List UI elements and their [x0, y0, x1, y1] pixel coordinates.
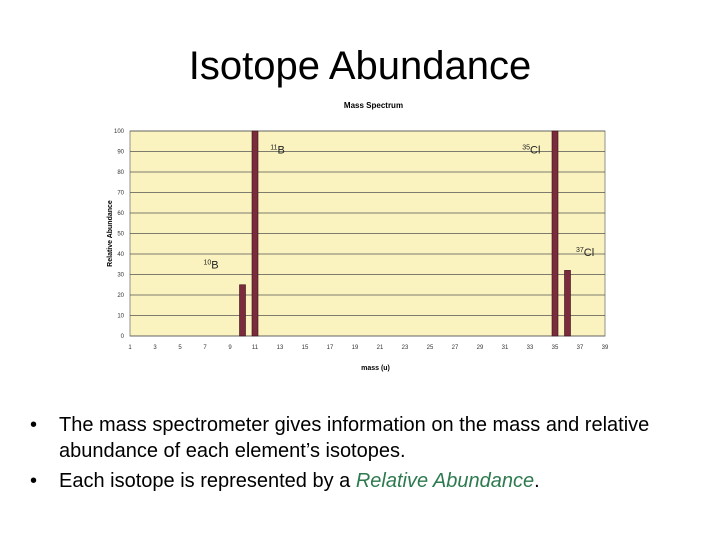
x-tick-label: 17: [327, 345, 334, 351]
x-axis-label: mass (u): [361, 365, 390, 372]
x-tick-label: 19: [352, 345, 359, 351]
x-tick-label: 33: [527, 345, 534, 351]
isotope-symbol: B: [211, 259, 218, 271]
isotope-mass-number: 10: [203, 259, 211, 266]
x-tick-label: 35: [552, 345, 559, 351]
isotope-symbol: Cl: [530, 145, 540, 157]
y-tick-label: 20: [117, 293, 124, 299]
x-tick-label: 21: [377, 345, 384, 351]
bullet-emphasis: Relative Abundance: [355, 470, 535, 492]
bullet-item: • The mass spectrometer gives informatio…: [30, 412, 700, 464]
slide-title: Isotope Abundance: [188, 44, 532, 88]
x-tick-label: 5: [178, 345, 182, 351]
y-tick-label: 80: [117, 170, 124, 176]
bullet-glyph: •: [30, 414, 38, 436]
chart-title: Mass Spectrum: [344, 101, 403, 110]
y-tick-label: 70: [117, 191, 124, 197]
y-tick-label: 30: [117, 273, 124, 279]
x-tick-label: 15: [302, 345, 309, 351]
x-tick-label: 23: [402, 345, 409, 351]
x-tick-label: 37: [577, 345, 584, 351]
y-tick-label: 10: [117, 314, 124, 320]
y-tick-label: 0: [121, 334, 125, 340]
x-tick-label: 27: [452, 345, 459, 351]
spectrum-bar: [564, 270, 571, 337]
isotope-mass-number: 35: [522, 145, 530, 152]
x-tick-label: 7: [203, 345, 207, 351]
spectrum-bar: [251, 130, 259, 337]
x-tick-label: 11: [252, 345, 259, 351]
x-tick-label: 1: [128, 345, 132, 351]
spectrum-bar: [551, 130, 559, 337]
bullet-text: The mass spectrometer gives information …: [59, 414, 650, 462]
x-tick-label: 3: [153, 345, 157, 351]
isotope-mass-number: 37: [576, 247, 584, 254]
y-tick-label: 60: [117, 211, 124, 217]
x-tick-label: 25: [427, 345, 434, 351]
y-tick-label: 50: [117, 232, 124, 238]
bullet-text-prefix: Each isotope is represented by a: [59, 470, 356, 492]
bullet-text-suffix: .: [534, 470, 540, 492]
x-tick-label: 29: [477, 345, 484, 351]
x-tick-label: 39: [602, 345, 609, 351]
x-tick-label: 9: [228, 345, 232, 351]
bullet-glyph: •: [30, 470, 38, 492]
y-axis-label: Relative Abundance: [107, 200, 114, 267]
x-tick-label: 13: [277, 345, 284, 351]
isotope-symbol: B: [278, 145, 285, 157]
isotope-mass-number: 11: [270, 145, 277, 152]
y-tick-label: 100: [114, 129, 125, 135]
bullet-item: • Each isotope is represented by a Relat…: [30, 468, 700, 494]
x-tick-label: 31: [502, 345, 509, 351]
bullet-list: • The mass spectrometer gives informatio…: [30, 412, 700, 498]
y-tick-label: 90: [117, 150, 124, 156]
isotope-symbol: Cl: [584, 247, 594, 259]
y-tick-label: 40: [117, 252, 124, 258]
spectrum-bar: [239, 284, 246, 337]
